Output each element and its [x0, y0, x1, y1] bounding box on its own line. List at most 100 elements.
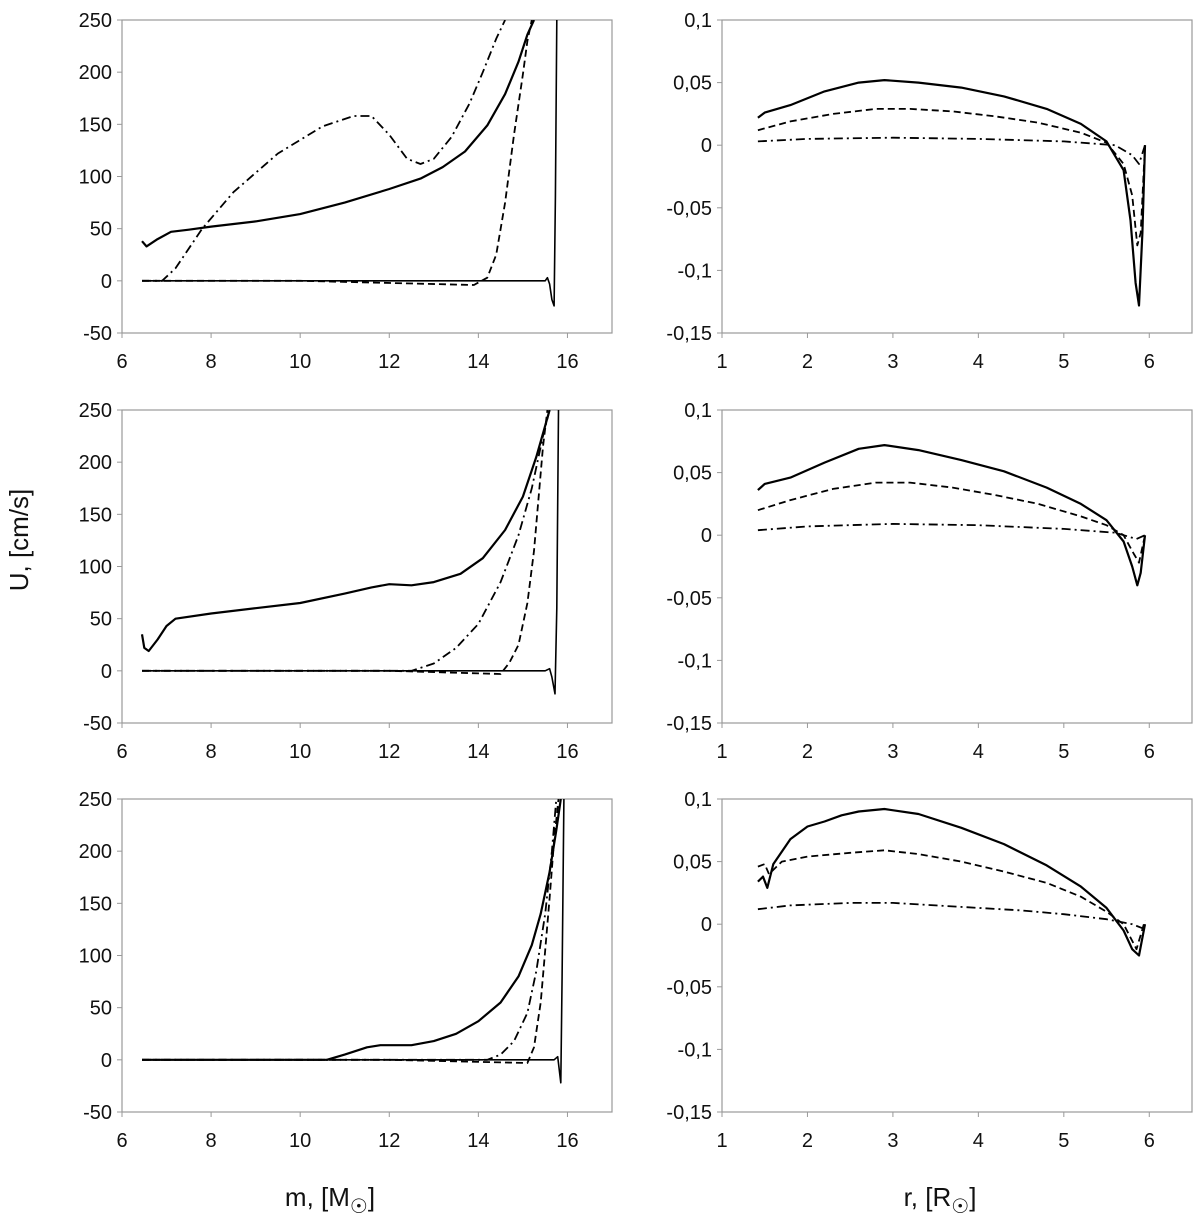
y-tick-label: 0	[701, 525, 712, 547]
sun-symbol-icon: ☉	[350, 1196, 368, 1218]
y-tick-label: 200	[79, 841, 112, 863]
y-tick-label: -0,1	[678, 1039, 712, 1061]
series-line-solid	[757, 79, 1147, 307]
chart-panel-row1-right: -0,15 -0,1 -0,05 0 0,05 0,1 1 2 3 4 5 6	[666, 10, 1193, 373]
y-tick-label: 250	[79, 400, 112, 422]
plot-frame	[721, 409, 1193, 724]
y-tick-label: 250	[79, 10, 112, 32]
x-tick-label: 6	[1144, 351, 1155, 373]
chart-panel-row3-left: -50 0 50 100 150 200 250 6 8 10 12 14 16	[79, 789, 613, 1152]
y-tick-label: 0	[701, 135, 712, 157]
y-tick-label: 0,05	[673, 73, 712, 95]
x-tick-label: 5	[1058, 351, 1069, 373]
y-tick-label: -50	[83, 713, 112, 735]
x-tick-label: 3	[887, 741, 898, 763]
x-tick-label: 6	[116, 741, 127, 763]
y-tick-label: 50	[90, 609, 112, 631]
x-tick-label: 6	[116, 1130, 127, 1152]
plot-frame	[121, 19, 613, 334]
chart-panel-row2-left: -50 0 50 100 150 200 250 6 8 10 12 14 16	[79, 400, 613, 763]
x-tick-label: 8	[206, 351, 217, 373]
x-tick-label: 5	[1058, 1130, 1069, 1152]
plot-frame	[721, 798, 1193, 1113]
x-tick-label: 16	[556, 351, 578, 373]
x-tick-label: 5	[1058, 741, 1069, 763]
x-tick-label: 6	[1144, 1130, 1155, 1152]
x-tick-label: 4	[973, 1130, 984, 1152]
x-tick-label: 2	[802, 1130, 813, 1152]
y-tick-label: 250	[79, 789, 112, 811]
y-tick-label: 150	[79, 893, 112, 915]
y-tick-label: 0,05	[673, 463, 712, 485]
series-line-solid	[140, 410, 551, 653]
series-line-dashed	[757, 849, 1146, 951]
y-tick-label: 0	[101, 1050, 112, 1072]
x-axis-label-radius: r, [R☉]	[904, 1182, 977, 1218]
series-line-dash-dot	[142, 20, 506, 282]
y-tick-label: 0,05	[673, 852, 712, 874]
chart-panel-row3-right: -0,15 -0,1 -0,05 0 0,05 0,1 1 2 3 4 5 6	[666, 789, 1193, 1152]
series-line-solid	[757, 807, 1147, 957]
x-tick-label: 6	[1144, 741, 1155, 763]
y-tick-label: -50	[83, 323, 112, 345]
x-tick-label: 3	[887, 1130, 898, 1152]
y-tick-label: 0,1	[684, 10, 712, 32]
chart-panel-row1-left: -50 0 50 100 150 200 250 6 8 10 12 14 16	[79, 10, 613, 373]
x-tick-label: 1	[716, 351, 727, 373]
series-line-dash-dot	[142, 799, 558, 1061]
y-tick-label: 100	[79, 167, 112, 189]
plot-frame	[121, 409, 613, 724]
series-line-dashed	[142, 20, 533, 286]
x-tick-label: 16	[556, 1130, 578, 1152]
y-tick-label: 0,1	[684, 789, 712, 811]
x-tick-label: 10	[289, 351, 311, 373]
series-line-dashed	[142, 410, 549, 675]
series-line-solid	[142, 799, 562, 1061]
y-tick-label: 0	[101, 661, 112, 683]
x-tick-label: 8	[206, 741, 217, 763]
x-tick-label: 12	[378, 741, 400, 763]
y-tick-label: 200	[79, 62, 112, 84]
series-line-dash-dot	[757, 523, 1146, 540]
y-tick-label: 150	[79, 114, 112, 136]
x-tick-label: 8	[206, 1130, 217, 1152]
x-axis-label-mass: m, [M☉]	[285, 1182, 375, 1218]
y-tick-label: 100	[79, 946, 112, 968]
chart-panel-row2-right: -0,15 -0,1 -0,05 0 0,05 0,1 1 2 3 4 5 6	[666, 400, 1193, 763]
y-tick-label: 50	[90, 219, 112, 241]
x-tick-label: 4	[973, 741, 984, 763]
series-line-dash-dot	[757, 902, 1146, 931]
y-tick-label: 200	[79, 452, 112, 474]
y-tick-label: -0,1	[678, 260, 712, 282]
x-tick-label: 14	[467, 741, 489, 763]
x-tick-label: 16	[556, 741, 578, 763]
y-tick-label: -50	[83, 1102, 112, 1124]
series-line-solid-thin	[142, 799, 565, 1084]
x-tick-label: 12	[378, 1130, 400, 1152]
series-line-dash-dot	[142, 410, 551, 672]
x-tick-label: 10	[289, 741, 311, 763]
y-tick-label: 0	[101, 271, 112, 293]
x-tick-label: 14	[467, 351, 489, 373]
x-tick-label: 6	[116, 351, 127, 373]
x-tick-label: 2	[802, 351, 813, 373]
y-tick-label: 150	[79, 504, 112, 526]
series-line-solid	[757, 444, 1147, 587]
y-tick-label: -0,1	[678, 650, 712, 672]
x-tick-label: 1	[716, 741, 727, 763]
y-tick-label: -0,05	[666, 588, 712, 610]
x-tick-label: 1	[716, 1130, 727, 1152]
y-tick-label: -0,15	[666, 713, 712, 735]
plot-frame	[721, 19, 1193, 334]
x-tick-label: 10	[289, 1130, 311, 1152]
y-tick-label: 100	[79, 557, 112, 579]
x-axis-label-mass-prefix: m, [M	[285, 1182, 350, 1212]
y-tick-label: -0,15	[666, 323, 712, 345]
series-line-dashed	[757, 481, 1146, 564]
y-tick-label: 50	[90, 998, 112, 1020]
x-tick-label: 2	[802, 741, 813, 763]
x-tick-label: 14	[467, 1130, 489, 1152]
y-tick-label: -0,15	[666, 1102, 712, 1124]
series-line-dashed	[142, 799, 560, 1064]
